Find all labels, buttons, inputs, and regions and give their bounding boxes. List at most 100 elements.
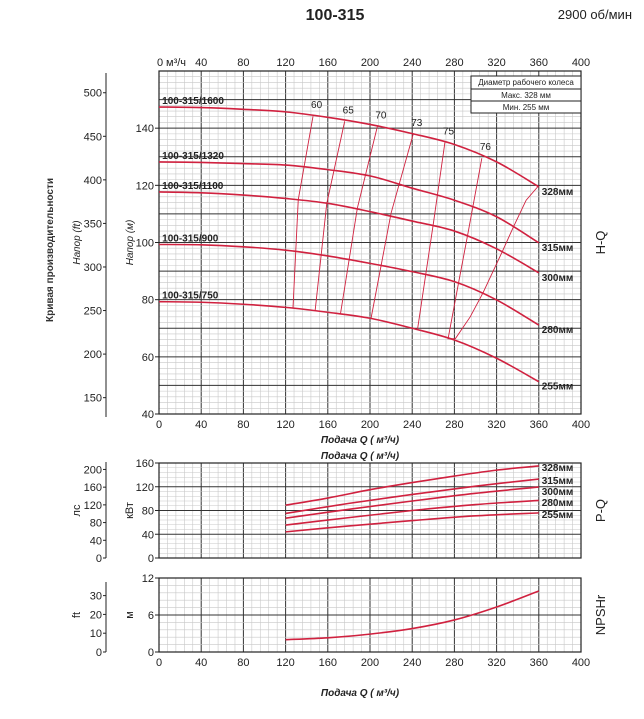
y-tick-label: 80 xyxy=(142,506,154,518)
series-curve-255мм xyxy=(158,300,540,383)
series-name-label: 100-315/1100 xyxy=(162,181,224,192)
series-name-label: 100-315/1320 xyxy=(162,151,224,162)
y-tick-label: 140 xyxy=(136,123,154,135)
x-tick-label-bottom: 240 xyxy=(403,419,421,431)
y2-tick-label: 10 xyxy=(90,628,102,640)
y-axis-label: м xyxy=(124,611,136,619)
y2-tick-label: 30 xyxy=(90,591,102,603)
y-tick-label: 40 xyxy=(142,529,154,541)
x-tick-label-top: 320 xyxy=(487,57,505,69)
y2-tick-label: 0 xyxy=(96,647,102,659)
series-name-label: 100-315/900 xyxy=(162,234,219,245)
y2-tick-label: 250 xyxy=(84,306,102,318)
x-tick-label-top: 40 xyxy=(195,57,207,69)
series-end-label: 328мм xyxy=(542,187,573,198)
series-end-label: 280мм xyxy=(542,498,573,509)
series-curve-280мм xyxy=(158,243,540,326)
efficiency-label: 70 xyxy=(375,110,387,121)
y-tick-label: 40 xyxy=(142,409,154,421)
series-curve-300мм xyxy=(158,191,540,274)
legend-title: Диаметр рабочего колеса xyxy=(478,78,574,87)
efficiency-label: 76 xyxy=(480,142,492,153)
x-tick-label-bottom: 40 xyxy=(195,419,207,431)
panel-label: NPSHr xyxy=(593,594,608,635)
x-tick-label: 40 xyxy=(195,657,207,669)
panel-npshr xyxy=(103,577,582,653)
series-curve-328мм xyxy=(285,465,539,506)
y-tick-label: 12 xyxy=(142,573,154,585)
series-name-label: 100-315/750 xyxy=(162,291,219,302)
legend-frame xyxy=(470,75,582,114)
series-curve-315мм xyxy=(158,161,540,244)
y2-axis-label: ft xyxy=(71,612,83,618)
y2-tick-label: 0 xyxy=(96,553,102,565)
series-end-label: 315мм xyxy=(542,243,573,254)
x-tick-label-top: 360 xyxy=(530,57,548,69)
series-end-label: 328мм xyxy=(542,463,573,474)
x-tick-label: 80 xyxy=(237,657,249,669)
x-tick-label-top: 0 xyxy=(157,57,163,69)
x-tick-label: 360 xyxy=(530,657,548,669)
efficiency-label: 65 xyxy=(343,105,355,116)
series-end-label: 315мм xyxy=(542,476,573,487)
efficiency-label: 73 xyxy=(411,118,423,129)
x-axis-label: Подача Q ( м³/ч) xyxy=(321,451,400,462)
series-curve xyxy=(285,590,540,641)
x-tick-label-bottom: 80 xyxy=(237,419,249,431)
x-tick-label-top: 120 xyxy=(276,57,294,69)
y2-axis-label: лс xyxy=(71,504,83,516)
x-tick-label: 200 xyxy=(361,657,379,669)
speed-label: 2900 об/мин xyxy=(558,7,632,22)
y2-tick-label: 350 xyxy=(84,218,102,230)
y2-tick-label: 450 xyxy=(84,131,102,143)
x-tick-label-bottom: 0 xyxy=(156,419,162,431)
y2-tick-label: 160 xyxy=(84,482,102,494)
series-end-label: 280мм xyxy=(542,325,573,336)
y-tick-label: 0 xyxy=(148,553,154,565)
legend-box xyxy=(470,75,582,114)
efficiency-curve-75 xyxy=(417,142,446,330)
y2-tick-label: 500 xyxy=(84,88,102,100)
efficiency-label: 60 xyxy=(311,100,323,111)
x-tick-label-bottom: 280 xyxy=(445,419,463,431)
side-label: Кривая производительности xyxy=(45,178,56,322)
x-tick-label-bottom: 400 xyxy=(572,419,590,431)
y-axis-label: кВт xyxy=(124,502,136,519)
x-axis-label: Подача Q ( м³/ч) xyxy=(321,435,400,446)
efficiency-curve-60 xyxy=(292,116,314,308)
x-tick-label-top: 200 xyxy=(361,57,379,69)
x-tick-label: 320 xyxy=(487,657,505,669)
y-tick-label: 0 xyxy=(148,647,154,659)
panel-h-q xyxy=(103,70,582,417)
legend-max: Макс. 328 мм xyxy=(501,91,551,100)
panel-p-q xyxy=(103,462,582,559)
x-tick-label-top: 280 xyxy=(445,57,463,69)
y-axis-label: Напор (м) xyxy=(125,220,136,266)
panel-label: H-Q xyxy=(593,231,608,255)
y-tick-label: 120 xyxy=(136,180,154,192)
efficiency-label: 75 xyxy=(443,126,455,137)
efficiency-curve-73 xyxy=(370,133,414,319)
series-curve-328мм xyxy=(158,106,540,188)
y-tick-label: 120 xyxy=(136,482,154,494)
y-tick-label: 160 xyxy=(136,458,154,470)
x-unit-top-label: м³/ч xyxy=(166,57,186,69)
x-tick-label: 0 xyxy=(156,657,162,669)
y-tick-label: 60 xyxy=(142,352,154,364)
x-tick-label-top: 400 xyxy=(572,57,590,69)
series-name-label: 100-315/1600 xyxy=(162,96,224,107)
x-tick-label: 240 xyxy=(403,657,421,669)
series-curve-280мм xyxy=(285,499,539,526)
series-curve-255мм xyxy=(285,512,539,533)
legend-min: Мин. 255 мм xyxy=(503,103,550,112)
y2-tick-label: 20 xyxy=(90,609,102,621)
y-tick-label: 100 xyxy=(136,238,154,250)
y2-tick-label: 150 xyxy=(84,393,102,405)
y2-axis-label: Напор (ft) xyxy=(72,220,83,264)
x-tick-label-top: 80 xyxy=(237,57,249,69)
y2-tick-label: 80 xyxy=(90,518,102,530)
y2-tick-label: 200 xyxy=(84,349,102,361)
series-end-label: 300мм xyxy=(542,273,573,284)
chart-title: 100-315 xyxy=(306,7,365,24)
